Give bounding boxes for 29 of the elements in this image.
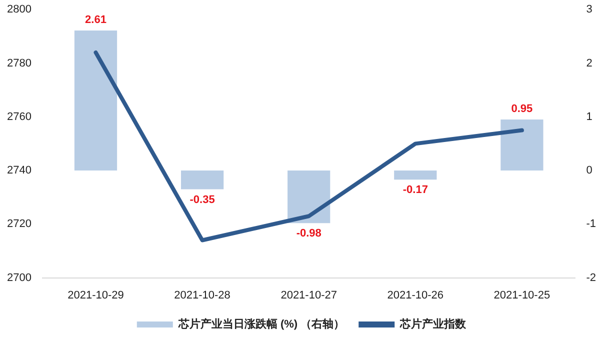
x-tick-label: 2021-10-25: [494, 289, 550, 302]
y2-tick-label: 1: [586, 110, 592, 123]
y-tick-label: 2760: [6, 110, 32, 123]
data-label: -0.17: [402, 184, 428, 196]
y2-tick-label: 3: [586, 4, 592, 16]
y2-tick-label: -2: [586, 272, 596, 284]
bar: [288, 170, 330, 224]
x-tick-label: 2021-10-27: [280, 289, 337, 302]
data-label: 0.95: [511, 103, 533, 116]
bar: [74, 30, 118, 171]
y2-tick-label: 2: [586, 57, 592, 70]
bar: [180, 170, 224, 190]
data-label: -0.35: [190, 194, 215, 206]
bar: [500, 120, 544, 171]
y-tick-label: 2800: [6, 4, 32, 16]
x-tick-label: 2021-10-26: [387, 289, 444, 302]
legend-label: 芯片产业当日涨跌幅 (%) （右轴）: [177, 318, 345, 331]
y-tick-label: 2700: [6, 272, 32, 284]
x-tick-label: 2021-10-28: [174, 289, 230, 302]
legend-label: 芯片产业指数: [399, 318, 468, 331]
y2-tick-label: 0: [586, 164, 592, 177]
data-label: -0.98: [296, 228, 322, 240]
data-label: 2.61: [85, 14, 106, 26]
y-tick-label: 2720: [6, 218, 32, 230]
y-tick-label: 2740: [6, 164, 32, 177]
x-tick-label: 2021-10-29: [68, 289, 124, 302]
bar: [394, 170, 437, 180]
y-tick-label: 2780: [6, 57, 32, 70]
y2-tick-label: -1: [586, 218, 596, 230]
